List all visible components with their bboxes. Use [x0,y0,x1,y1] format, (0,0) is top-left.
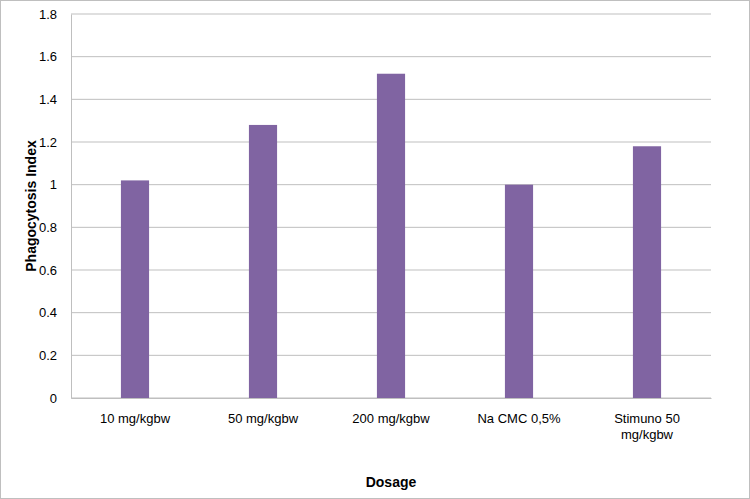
y-tick: 0.4 [39,305,71,320]
x-tick: 50 mg/kgbw [228,398,299,426]
y-tick-label: 0.4 [39,305,57,320]
y-axis: 0 0.2 0.4 0.6 0.8 1 1.2 1.4 1.6 1.8 [39,7,72,406]
y-tick-label: 0 [50,391,57,406]
plot: 0 0.2 0.4 0.6 0.8 1 1.2 1.4 1.6 1.8 10 mg/kgbw 50 m… [39,7,712,443]
x-tick: 10 mg/kgbw [100,398,171,426]
chart: 0 0.2 0.4 0.6 0.8 1 1.2 1.4 1.6 1.8 10 mg/kgbw 50 m… [0,0,750,499]
x-tick-label-line: mg/kgbw [621,427,674,442]
x-tick-label: 10 mg/kgbw [100,411,171,426]
y-axis-line [71,15,72,399]
x-axis-title: Dosage [366,474,417,490]
x-axis: 10 mg/kgbw 50 mg/kgbw 200 mg/kgbw Na CMC 0,… [72,398,712,442]
bars [121,74,661,398]
y-tick-label: 0.2 [39,348,57,363]
y-tick: 1.6 [39,49,71,64]
bar [633,146,661,398]
y-tick-label: 0.8 [39,220,57,235]
bar [505,185,533,398]
bar [249,125,277,398]
y-tick-label: 1.4 [39,92,57,107]
bar [377,74,405,398]
x-tick: Na CMC 0,5% [477,398,561,426]
y-axis-title: Phagocytosis Index [23,140,39,272]
y-tick-label: 1.2 [39,135,57,150]
x-tick-label-line: Stimuno 50 [614,411,680,426]
y-tick-label: 0.6 [39,263,57,278]
grid-line [71,56,711,57]
x-tick-label: Stimuno 50mg/kgbw [614,411,680,442]
x-tick-label: Na CMC 0,5% [477,411,561,426]
y-tick-label: 1.6 [39,49,57,64]
x-tick-label: 50 mg/kgbw [228,411,299,426]
bar [121,180,149,398]
x-tick: Stimuno 50mg/kgbw [614,398,680,442]
y-tick: 1 [50,177,71,192]
chart-border [1,1,750,499]
y-tick: 0 [50,391,71,406]
y-tick-label: 1.8 [39,7,57,22]
x-tick: 200 mg/kgbw [352,398,430,426]
y-tick-label: 1 [50,177,57,192]
y-tick: 1.2 [39,135,71,150]
y-tick: 0.8 [39,220,71,235]
y-tick: 1.4 [39,92,71,107]
y-tick: 1.8 [39,7,71,22]
y-tick: 0.6 [39,263,71,278]
x-tick-label: 200 mg/kgbw [352,411,430,426]
grid-line [71,14,711,15]
grid [71,14,711,398]
x-axis-line [72,398,712,399]
y-tick: 0.2 [39,348,71,363]
